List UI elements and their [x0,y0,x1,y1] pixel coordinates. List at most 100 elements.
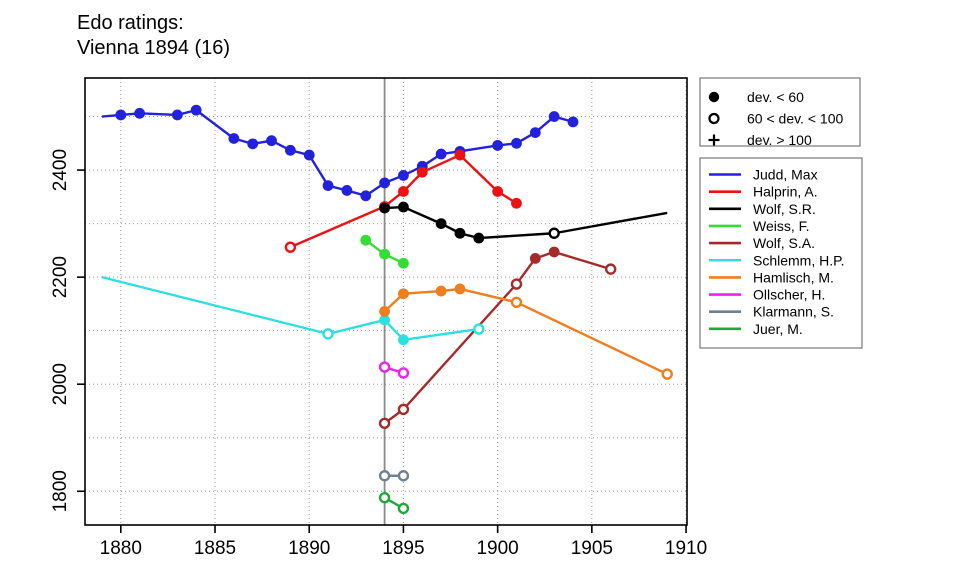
deviation-legend-label: dev. > 100 [747,132,812,148]
data-point-filled [492,186,504,197]
series-line [101,108,574,197]
series-wolf-s-a [378,246,617,429]
series-wolf-s-r [379,201,668,244]
data-point-open [473,323,485,335]
player-legend-item-schlemm-h-p: Schlemm, H.P. [709,252,845,268]
data-point-filled [416,166,428,178]
plot-region: 1880 1885 1890 1895 1900 1905 1910 1800 2000 2200… [50,77,863,559]
x-axis: 1880 1885 1890 1895 1900 1905 1910 [100,525,707,559]
series-judd-max [101,104,579,202]
data-point-open [322,328,334,340]
player-legend-item-ollscher-h: Ollscher, H. [709,287,825,303]
y-tick-label: 2200 [50,256,71,298]
player-legend-item-weiss-f: Weiss, F. [709,218,810,234]
data-point-filled [228,133,240,144]
series-ollscher-h [378,361,410,379]
data-point-filled [567,116,579,128]
deviation-legend-label: dev. < 60 [747,89,804,105]
data-point-filled [435,148,447,160]
player-legend-label: Ollscher, H. [753,287,825,303]
data-point-open [604,263,617,275]
data-point-filled [492,140,504,151]
player-legend-item-judd-max: Judd, Max [709,167,818,183]
x-tick-label: 1900 [476,538,518,559]
data-point-filled [379,202,390,214]
player-legend-label: Juer, M. [753,321,803,337]
data-point-filled [529,127,541,139]
data-point-open [510,296,523,309]
y-tick-label: 1800 [50,470,71,512]
data-point-filled [341,185,353,196]
series-line [384,205,668,240]
data-point-filled [379,248,390,260]
data-point-filled [322,180,334,192]
data-point-filled [360,190,372,202]
data-point-open [378,470,391,482]
deviation-legend: dev. < 60 60 < dev. < 100 dev. > 100 [699,77,861,148]
x-tick-label: 1880 [100,538,142,559]
y-tick-label: 2400 [50,149,71,191]
series-line [101,275,479,341]
data-point-filled [303,149,315,161]
player-legend-item-halprin-a: Halprin, A. [709,184,818,200]
data-point-filled [398,288,409,300]
player-legend-box [699,157,863,349]
data-point-open [397,502,410,515]
series-schlemm-h-p [101,275,485,346]
gridlines [85,78,687,525]
player-legend-label: Wolf, S.R. [753,201,816,217]
data-point-open [397,403,410,416]
data-point-open [510,278,523,290]
data-point-filled [134,107,146,119]
deviation-legend-box [699,77,861,147]
deviation-legend-label: 60 < dev. < 100 [747,111,843,127]
player-legend-label: Weiss, F. [753,218,810,234]
y-tick-label: 2000 [50,363,71,405]
chart-subtitle: Vienna 1894 (16) [77,37,230,59]
series-klarmann-s [378,470,410,482]
data-point-filled [548,111,560,122]
series-line [289,153,518,249]
data-point-filled [548,246,560,258]
y-axis: 1800 2000 2200 2400 [50,149,85,512]
series-juer-m [378,491,410,515]
deviation-legend-item-dev-60: dev. < 60 [708,89,804,105]
data-point-open [397,470,410,482]
data-point-filled [379,177,390,189]
series-weiss-f [360,234,409,269]
x-tick-label: 1885 [194,538,236,559]
data-point-filled [511,137,522,149]
data-point-filled [511,197,522,209]
player-legend-label: Klarmann, S. [753,304,834,320]
series-hamlisch-m [379,283,673,380]
data-point-open [548,227,560,239]
data-point-filled [284,144,296,156]
player-legend-item-wolf-s-r: Wolf, S.R. [709,201,816,217]
data-point-open [397,367,410,379]
data-point-filled [360,234,372,246]
data-point-filled [190,104,202,116]
data-point-filled [398,201,409,213]
data-point-filled [398,186,409,197]
data-point-filled [247,138,259,150]
player-legend-label: Hamlisch, M. [753,269,834,285]
deviation-legend-item-dev-100: dev. > 100 [708,132,812,148]
x-tick-label: 1895 [382,538,424,559]
data-point-open [661,368,673,380]
data-point-filled [473,232,485,244]
player-legend-item-juer-m: Juer, M. [709,321,803,337]
data-point-filled [398,334,409,346]
series-halprin-a [284,149,522,253]
data-point-filled [529,253,541,264]
data-point-filled [266,135,277,147]
data-point-open [378,361,391,373]
x-tick-label: 1905 [571,538,613,559]
player-legend-item-hamlisch-m: Hamlisch, M. [709,269,834,285]
data-point-filled [454,283,466,295]
data-point-filled [398,170,409,181]
filled-circle-icon [708,91,720,103]
data-point-filled [171,109,183,121]
data-point-filled [435,285,447,297]
